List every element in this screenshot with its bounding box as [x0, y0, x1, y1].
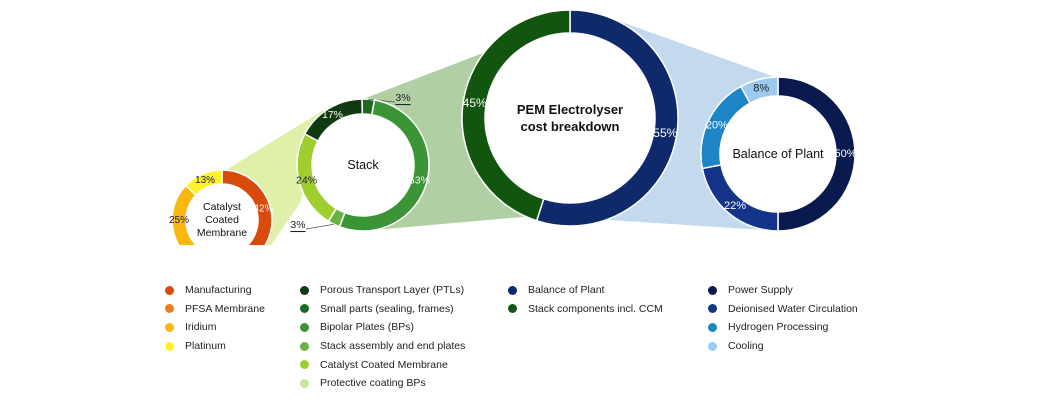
ccm-donut-title-line-2: Coated — [205, 214, 239, 226]
legend-column-1: Manufacturing PFSA Membrane Iridium Platinu… — [165, 281, 265, 355]
legend-item: Catalyst Coated Membrane — [300, 355, 465, 374]
donut-chart-canvas: 42%21%25%13%CatalystCoatedMembrane17%3%5… — [169, 9, 857, 245]
stack-donut-value-label-3: 53% — [409, 175, 430, 187]
stack-donut-title-line-1: Stack — [347, 158, 379, 172]
legend-item: Deionised Water Circulation — [708, 300, 858, 319]
pem-donut-value-label-2: 45% — [463, 96, 487, 110]
legend-label: Small parts (sealing, frames) — [320, 302, 454, 315]
legend-label: PFSA Membrane — [185, 302, 265, 315]
legend-label: Bipolar Plates (BPs) — [320, 321, 414, 334]
legend-swatch — [508, 304, 517, 314]
legend-column-3: Balance of Plant Stack components incl. C… — [508, 281, 663, 318]
bop-donut-value-label-1: 50% — [834, 148, 856, 160]
legend-swatch — [300, 378, 309, 388]
bop-donut-slice-1 — [777, 76, 856, 232]
legend-item: PFSA Membrane — [165, 300, 265, 319]
bop-donut-title-line-1: Balance of Plant — [732, 147, 824, 161]
legend-column-2: Porous Transport Layer (PTLs) Small parts… — [300, 281, 465, 393]
ccm-donut-title-line-1: Catalyst — [203, 201, 241, 213]
bop-donut: 50% 22% 20% 8% Balance of Plant — [700, 76, 857, 232]
legend-swatch — [708, 304, 717, 314]
legend-swatch — [708, 341, 717, 351]
legend-label: Porous Transport Layer (PTLs) — [320, 284, 465, 297]
stack-donut-value-label-5: 24% — [296, 174, 317, 186]
legend-item: Platinum — [165, 337, 265, 356]
legend-swatch — [165, 304, 174, 314]
bop-donut-background — [701, 77, 855, 231]
legend-swatch — [300, 360, 309, 370]
legend-item: Porous Transport Layer (PTLs) — [300, 281, 465, 300]
legend-swatch — [508, 285, 517, 295]
legend-swatch — [165, 322, 174, 332]
ccm-donut-value-label-1: 42% — [253, 203, 273, 214]
legend-item: Iridium — [165, 318, 265, 337]
legend-item: Small parts (sealing, frames) — [300, 300, 465, 319]
ccm-donut-slice-1 — [221, 169, 273, 245]
pem-donut-slice-2 — [461, 9, 571, 222]
stack-donut: 17% 3% 53% 3% 24% Stack — [290, 92, 430, 232]
bop-donut-value-label-2: 22% — [724, 200, 746, 212]
stack-donut-value-label-1: 17% — [322, 109, 343, 121]
legend-label: Platinum — [185, 340, 226, 353]
pem-donut-slice-1 — [535, 9, 679, 227]
legend-swatch — [300, 285, 309, 295]
legend-label: Manufacturing — [185, 284, 252, 297]
legend-swatch — [300, 322, 309, 332]
legend-item: Manufacturing — [165, 281, 265, 300]
legend-item: Balance of Plant — [508, 281, 663, 300]
bop-donut-slice-4 — [739, 76, 779, 105]
pem-donut-title-line-2: cost breakdown — [521, 119, 620, 134]
legend-swatch — [708, 322, 717, 332]
legend-label: Stack assembly and end plates — [320, 340, 466, 353]
legend-item: Stack assembly and end plates — [300, 337, 465, 356]
stack-donut-value-label-2: 3% — [395, 92, 410, 104]
pem-donut-title-line-1: PEM Electrolyser — [517, 102, 623, 117]
legend-item: Cooling — [708, 337, 858, 356]
legend-label: Power Supply — [728, 284, 793, 297]
pem-donut-value-label-1: 55% — [653, 126, 677, 140]
stack-donut-slice-5 — [296, 133, 338, 223]
legend-item: Stack components incl. CCM — [508, 300, 663, 319]
legend-label: Deionised Water Circulation — [728, 302, 858, 315]
stack-donut-value-label-4: 3% — [290, 219, 305, 231]
legend-swatch — [165, 341, 174, 351]
legend-swatch — [300, 304, 309, 314]
ccm-donut-title-line-3: Membrane — [197, 227, 247, 239]
stack-donut-leader-line-2 — [368, 98, 396, 103]
ccm-donut-slice-4 — [184, 169, 223, 197]
legend-label: Catalyst Coated Membrane — [320, 358, 448, 371]
legend-item: Hydrogen Processing — [708, 318, 858, 337]
pem-donut-background — [462, 10, 678, 226]
legend-swatch — [165, 285, 174, 295]
stack-donut-leader-line-4 — [305, 223, 334, 230]
legend-column-4: Power Supply Deionised Water Circulation H… — [708, 281, 858, 355]
legend-label: Balance of Plant — [528, 284, 605, 297]
pem-donut: 55% 45% PEM Electrolyser cost breakdown — [461, 9, 679, 227]
legend-label: Cooling — [728, 340, 764, 353]
legend-item: Protective coating BPs — [300, 374, 465, 393]
legend-label: Protective coating BPs — [320, 377, 426, 390]
ccm-donut-value-label-4: 13% — [195, 175, 215, 186]
legend-label: Stack components incl. CCM — [528, 302, 663, 315]
legend-item: Bipolar Plates (BPs) — [300, 318, 465, 337]
legend-label: Hydrogen Processing — [728, 321, 829, 334]
legend-swatch — [708, 285, 717, 295]
bop-donut-value-label-4: 8% — [753, 83, 769, 95]
legend-label: Iridium — [185, 321, 217, 334]
stack-donut-background — [297, 99, 429, 231]
legend-item: Power Supply — [708, 281, 858, 300]
legend-swatch — [300, 341, 309, 351]
bop-donut-value-label-3: 20% — [706, 119, 728, 131]
ccm-donut-value-label-3: 25% — [169, 215, 189, 226]
